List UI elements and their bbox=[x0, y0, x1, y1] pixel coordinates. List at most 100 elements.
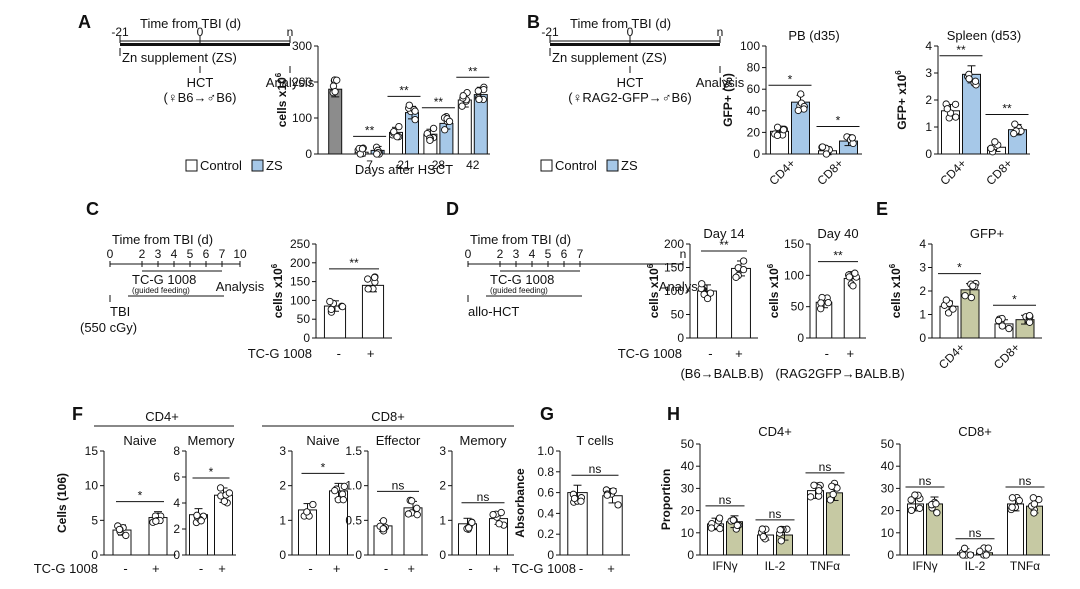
g-ytick-label: 0.6 bbox=[537, 486, 554, 500]
c-data-point bbox=[364, 285, 372, 293]
c-treatment-label: TC-G 1008 bbox=[248, 346, 312, 361]
f-cd8-effector-data-point bbox=[379, 517, 388, 525]
h-cd4-data-point bbox=[777, 537, 785, 545]
b-spleen-ytick-label: 4 bbox=[925, 39, 932, 53]
a-data-point bbox=[441, 126, 449, 134]
b-spleen-data-point bbox=[971, 77, 980, 85]
f-cd4-memory-ytick-label: 8 bbox=[173, 444, 180, 458]
g-ytick-label: 1.0 bbox=[537, 444, 554, 458]
c-ytick-label: 250 bbox=[290, 237, 310, 251]
d-day40-title: Day 40 bbox=[817, 226, 858, 241]
a-sig-label: ** bbox=[365, 123, 375, 137]
b-pb-title: PB (d35) bbox=[788, 28, 839, 43]
f-cd8-naive-data-point bbox=[339, 496, 347, 504]
a-timeline-tick-label: n bbox=[287, 25, 294, 39]
f-cd8-naive-data-point bbox=[309, 500, 317, 509]
f-cd8-effector-ytick-label: 0.5 bbox=[345, 513, 362, 527]
b-transplant-label: (♀RAG2-GFP→♂B6) bbox=[568, 90, 692, 105]
c-timeline-tick-label: 2 bbox=[139, 247, 146, 261]
f-cd8-memory-ytick-label: 2 bbox=[439, 479, 446, 493]
b-pb-data-point bbox=[797, 90, 805, 98]
f-cd4-memory-title: Memory bbox=[188, 433, 235, 448]
d-day14-ylabel: cells x106 bbox=[646, 263, 661, 318]
a-bar-zs-4 bbox=[473, 94, 488, 155]
a-data-point bbox=[358, 145, 367, 153]
f-cd4-naive-ytick-label: 5 bbox=[91, 513, 98, 527]
h-cd8-data-point bbox=[959, 551, 967, 559]
b-spleen-xtick-label: CD8+ bbox=[983, 156, 1015, 188]
f-cd8-memory-data-point bbox=[468, 518, 476, 527]
b-pb-ytick-label: 60 bbox=[747, 82, 761, 96]
e-xtick-label: CD8+ bbox=[991, 340, 1023, 372]
h-cd8-data-point bbox=[1029, 494, 1037, 502]
f-group-cd8: CD8+ bbox=[371, 409, 405, 424]
f-cd4-memory-sig-label: * bbox=[209, 465, 214, 479]
f-treatment-label: TC-G 1008 bbox=[34, 561, 98, 576]
b-spleen-ytick-label: 3 bbox=[925, 66, 932, 80]
g-title: T cells bbox=[576, 433, 614, 448]
g-ytick-label: 0 bbox=[547, 548, 554, 562]
h-cd4-data-point bbox=[729, 516, 737, 524]
f-cd8-memory-data-point bbox=[489, 510, 497, 519]
b-spleen-xtick-label: CD4+ bbox=[937, 156, 969, 188]
d-timeline-tick-label: 6 bbox=[561, 247, 568, 261]
f-cd4-memory-data-point bbox=[216, 484, 225, 492]
c-ytick-label: 100 bbox=[290, 293, 310, 307]
c-ytick-label: 0 bbox=[303, 331, 310, 345]
f-cd8-effector-sig-label: ns bbox=[392, 478, 405, 492]
h-cd8-sig-label: ns bbox=[969, 526, 982, 540]
b-pb-ytick-label: 100 bbox=[740, 39, 760, 53]
d-day14-data-point bbox=[739, 257, 748, 265]
d-day14-data-point bbox=[732, 273, 740, 281]
f-cd8-memory-title: Memory bbox=[460, 433, 507, 448]
c-timeline-tick-label: 6 bbox=[203, 247, 210, 261]
c-data-point bbox=[370, 273, 379, 282]
h-cd8-xtick-label: IL-2 bbox=[965, 559, 986, 573]
d-day14-data-point bbox=[739, 265, 748, 274]
g-treatment-plus: + bbox=[607, 561, 615, 576]
c-analysis-label: Analysis bbox=[216, 279, 265, 294]
d40-caption: (RAG2GFP→BALB.B) bbox=[775, 366, 904, 381]
a-data-point bbox=[459, 92, 467, 100]
d-hct-label: allo-HCT bbox=[468, 304, 519, 319]
d-day14-ytick-label: 200 bbox=[664, 237, 684, 251]
b-pb-ytick-label: 20 bbox=[747, 125, 761, 139]
f-cd8-memory-data-point bbox=[465, 524, 473, 532]
e-data-point bbox=[969, 282, 977, 290]
h-cd4-data-point bbox=[806, 493, 815, 501]
b-spleen-data-point bbox=[991, 138, 999, 146]
d-day40-data-point bbox=[817, 299, 825, 307]
h-cd4-sig-label: ns bbox=[819, 460, 832, 474]
e-sig-label: * bbox=[1012, 292, 1017, 306]
h-cd8-sig-label: ns bbox=[919, 474, 932, 488]
f-cd8-naive-ytick-label: 3 bbox=[279, 444, 286, 458]
a-data-point bbox=[429, 124, 438, 133]
f-cd8-naive-data-point bbox=[303, 508, 311, 516]
f-cd8-naive-ytick-label: 1 bbox=[279, 513, 286, 527]
b-hct-label: HCT bbox=[617, 75, 644, 90]
d-day14-data-point bbox=[706, 289, 715, 297]
c-timeline-tick-label: 3 bbox=[155, 247, 162, 261]
d-day14-sig-label: ** bbox=[719, 238, 729, 252]
h-cd4-ytick-label: 20 bbox=[681, 504, 695, 518]
d40-treatment-minus: - bbox=[825, 346, 829, 361]
f-treatment-plus: + bbox=[493, 561, 501, 576]
h-cd4-data-point bbox=[829, 490, 837, 499]
legend-label-zs: ZS bbox=[621, 158, 638, 173]
f-cd4-naive-title: Naive bbox=[123, 433, 156, 448]
f-cd8-naive-sig-label: * bbox=[321, 460, 326, 474]
c-data-point bbox=[327, 305, 335, 314]
a-ytick-label: 200 bbox=[292, 75, 312, 89]
c-timeline-tick-label: 10 bbox=[233, 247, 247, 261]
g-ytick-label: 0.4 bbox=[537, 506, 554, 520]
d14-treatment-label: TC-G 1008 bbox=[618, 346, 682, 361]
e-data-point bbox=[1005, 324, 1013, 333]
g-data-point bbox=[609, 487, 617, 495]
b-spleen-data-point bbox=[965, 75, 973, 83]
d-timeline-tick-label: 7 bbox=[577, 247, 584, 261]
b-analysis-label: Analysis bbox=[696, 75, 745, 90]
h-cd4-ytick-label: 30 bbox=[681, 481, 695, 495]
b-pb-ylabel: GFP+ (%) bbox=[721, 73, 735, 127]
c-timeline-tick-label: 0 bbox=[107, 247, 114, 261]
d-timeline-tick-label: 4 bbox=[529, 247, 536, 261]
